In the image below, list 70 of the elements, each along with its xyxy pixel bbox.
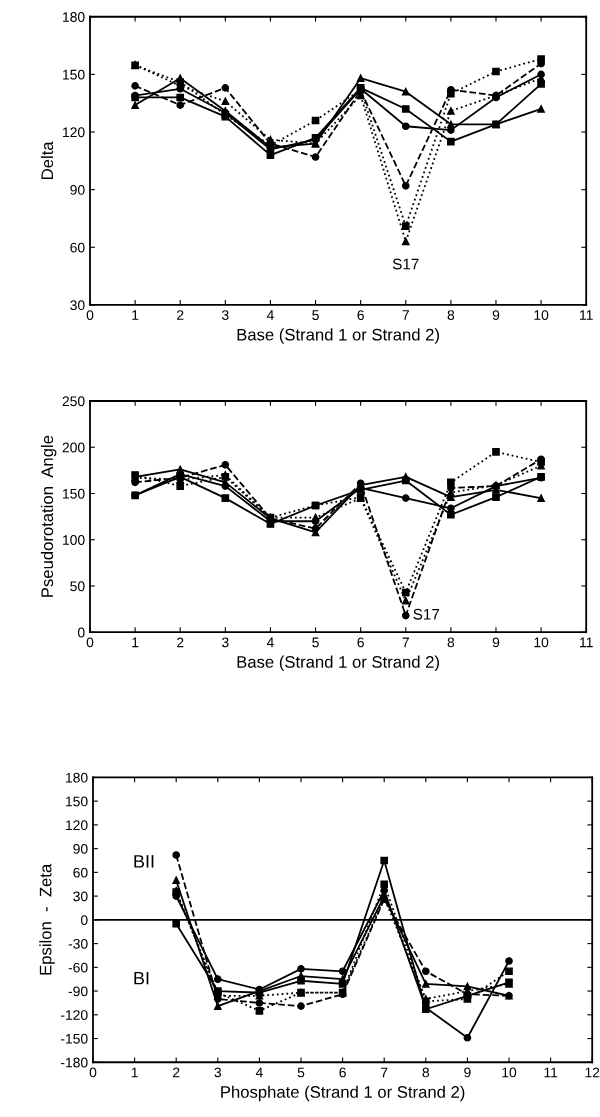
x-tick-label: 4 [266, 310, 274, 320]
x-tick-label: 2 [177, 310, 184, 320]
y-axis-title: Pseudorotation Angle [40, 435, 57, 597]
y-tick-label: 60 [73, 867, 88, 878]
x-tick-label: 8 [447, 310, 455, 320]
y-tick-label: 50 [70, 581, 85, 592]
y-tick-label: 150 [63, 488, 85, 499]
x-tick-label: 10 [502, 1067, 517, 1078]
annotation: BII [134, 855, 154, 868]
x-tick-label: 12 [585, 1067, 600, 1078]
x-tick-label: 10 [534, 310, 549, 320]
x-tick-label: 10 [534, 637, 549, 648]
y-tick-label: 90 [70, 185, 85, 195]
x-axis-title: Base (Strand 1 or Strand 2) [237, 655, 439, 672]
y-tick-label: -180 [60, 1057, 88, 1068]
y-tick-label: 0 [77, 627, 85, 638]
x-tick-label: 3 [222, 310, 229, 320]
y-tick-label: 90 [73, 843, 88, 854]
x-tick-label: 7 [402, 637, 409, 648]
annotation: BI [134, 971, 149, 985]
y-tick-label: -150 [60, 1033, 88, 1044]
x-tick-label: 6 [357, 637, 364, 648]
x-tick-label: 1 [132, 637, 139, 648]
y-tick-label: 120 [63, 127, 85, 138]
x-tick-label: 1 [132, 310, 139, 320]
y-tick-label: 0 [80, 915, 88, 926]
x-tick-label: 6 [357, 310, 364, 320]
x-tick-label: 8 [447, 637, 455, 648]
y-axis-title: Epsilon - Zeta [39, 863, 55, 975]
x-tick-label: 5 [312, 637, 319, 648]
y-tick-label: 180 [66, 772, 88, 783]
y-tick-label: -120 [60, 1010, 88, 1020]
x-tick-label: 5 [297, 1067, 305, 1078]
y-tick-label: -60 [68, 962, 88, 973]
x-tick-label: 8 [422, 1067, 430, 1078]
x-tick-label: 5 [312, 310, 319, 320]
x-tick-label: 2 [177, 637, 184, 648]
annotation: S17 [413, 608, 440, 620]
x-tick-label: 9 [492, 637, 500, 648]
x-tick-label: 2 [173, 1067, 180, 1078]
x-axis-title: Phosphate (Strand 1 or Strand 2) [221, 1085, 465, 1102]
x-tick-label: 11 [580, 637, 593, 648]
y-tick-label: 30 [73, 891, 88, 902]
x-axis-title: Base (Strand 1 or Strand 2) [237, 328, 439, 344]
y-tick-label: 180 [63, 12, 85, 22]
x-tick-label: 11 [544, 1067, 558, 1078]
x-tick-label: 4 [255, 1067, 263, 1078]
x-tick-label: 1 [131, 1067, 138, 1078]
x-tick-label: 6 [339, 1067, 346, 1078]
x-tick-label: 7 [381, 1067, 388, 1078]
annotation: S17 [392, 258, 419, 270]
y-tick-label: -30 [68, 938, 88, 949]
x-tick-label: 11 [580, 310, 593, 320]
x-tick-label: 7 [402, 310, 409, 320]
x-tick-label: 4 [266, 637, 274, 648]
x-tick-label: 9 [464, 1067, 471, 1078]
y-tick-label: 150 [66, 796, 88, 807]
y-tick-label: 100 [63, 535, 85, 545]
y-tick-label: 30 [70, 300, 85, 311]
y-tick-label: 60 [70, 242, 85, 253]
y-tick-label: 250 [62, 396, 85, 407]
y-tick-label: 120 [66, 820, 88, 831]
x-tick-label: 3 [222, 637, 229, 648]
x-tick-label: 9 [492, 310, 500, 320]
y-axis-title: Delta [40, 141, 54, 179]
y-tick-label: 200 [62, 442, 85, 453]
x-tick-label: 0 [89, 1067, 97, 1078]
x-tick-label: 3 [214, 1067, 222, 1078]
y-tick-label: -90 [68, 986, 88, 997]
y-tick-label: 150 [63, 69, 85, 80]
